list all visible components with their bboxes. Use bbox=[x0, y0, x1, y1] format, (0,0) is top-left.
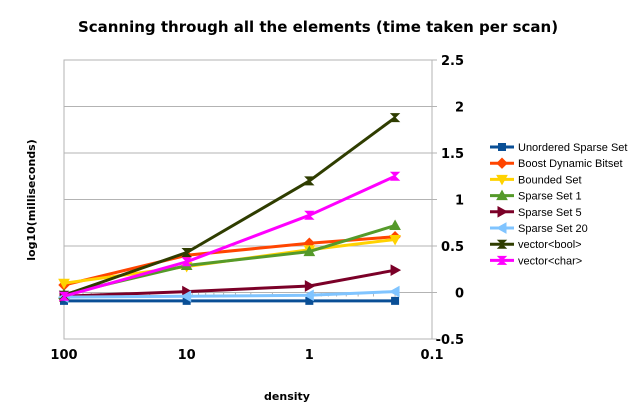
chart-title: Scanning through all the elements (time … bbox=[78, 18, 558, 36]
legend-label: Sparse Set 5 bbox=[518, 207, 582, 219]
data-point bbox=[181, 257, 192, 267]
data-point bbox=[303, 289, 314, 302]
x-tick-label: 100 bbox=[50, 348, 77, 363]
series-line bbox=[63, 116, 396, 297]
data-point bbox=[182, 296, 191, 305]
data-point bbox=[180, 290, 192, 303]
legend-label: Sparse Set 20 bbox=[518, 223, 588, 235]
legend-label: Unordered Sparse Set bbox=[518, 142, 627, 154]
legend-item: Sparse Set 1 bbox=[490, 189, 582, 203]
data-point bbox=[389, 234, 401, 246]
data-point bbox=[389, 285, 400, 298]
series-line bbox=[63, 174, 396, 298]
y-tick-label: 1.5 bbox=[441, 147, 464, 162]
series-line bbox=[63, 290, 396, 299]
legend-item: Bounded Set bbox=[490, 174, 582, 186]
data-point bbox=[181, 248, 192, 258]
x-tick-label: 1 bbox=[305, 348, 314, 363]
legend-item: Sparse Set 20 bbox=[490, 222, 588, 235]
data-point bbox=[60, 296, 68, 305]
data-point bbox=[389, 171, 401, 181]
legend: Unordered Sparse Set Boost Dynamic Bitset… bbox=[490, 142, 627, 267]
y-tick-label: 2 bbox=[455, 101, 464, 116]
data-point bbox=[303, 245, 316, 257]
data-point bbox=[496, 239, 508, 249]
x-axis-label: density bbox=[264, 390, 310, 403]
data-point bbox=[390, 264, 402, 277]
legend-item: Boost Dynamic Bitset bbox=[490, 157, 623, 170]
legend-label: Sparse Set 1 bbox=[518, 191, 582, 203]
data-point bbox=[391, 296, 400, 305]
data-point bbox=[305, 296, 314, 305]
axes: -0.5 0 0.5 1 1.5 2 2.5 100 10 1 0.1 bbox=[50, 54, 464, 363]
x-tick-label: 0.1 bbox=[420, 348, 443, 363]
y-tick-label: 1 bbox=[455, 194, 464, 209]
data-point bbox=[58, 278, 70, 290]
data-point bbox=[304, 176, 315, 186]
x-tick-label: 10 bbox=[178, 348, 196, 363]
data-point bbox=[304, 280, 316, 292]
data-point bbox=[497, 205, 509, 218]
series-vector-bool- bbox=[58, 113, 401, 300]
series-vector-char- bbox=[58, 171, 401, 301]
series-layer bbox=[57, 113, 402, 305]
legend-item: Unordered Sparse Set bbox=[490, 142, 627, 154]
data-point bbox=[496, 157, 508, 169]
y-tick-label: 2.5 bbox=[441, 54, 464, 69]
legend-item: Sparse Set 5 bbox=[490, 205, 582, 219]
data-point bbox=[496, 189, 508, 201]
series-unordered-sparse-set bbox=[60, 296, 400, 305]
series-sparse-set-1 bbox=[58, 219, 401, 299]
legend-label: Boost Dynamic Bitset bbox=[518, 158, 623, 170]
data-point bbox=[389, 219, 401, 231]
data-point bbox=[496, 255, 508, 265]
legend-item: vector<char> bbox=[490, 255, 582, 267]
legend-label: vector<char> bbox=[518, 255, 582, 267]
legend-label: vector<bool> bbox=[518, 239, 582, 251]
data-point bbox=[498, 143, 506, 151]
series-line bbox=[63, 268, 396, 298]
data-point bbox=[389, 113, 401, 123]
y-tick-label: 0.5 bbox=[441, 240, 464, 255]
data-point bbox=[304, 210, 315, 220]
legend-label: Bounded Set bbox=[518, 174, 582, 186]
legend-item: vector<bool> bbox=[490, 239, 582, 251]
series-line bbox=[63, 224, 396, 296]
y-axis-label: log10(milliseconds) bbox=[25, 139, 38, 260]
data-point bbox=[496, 174, 508, 186]
data-point bbox=[58, 291, 70, 301]
y-tick-label: 0 bbox=[455, 287, 464, 302]
y-tick-label: -0.5 bbox=[436, 333, 464, 348]
data-point bbox=[495, 222, 507, 234]
